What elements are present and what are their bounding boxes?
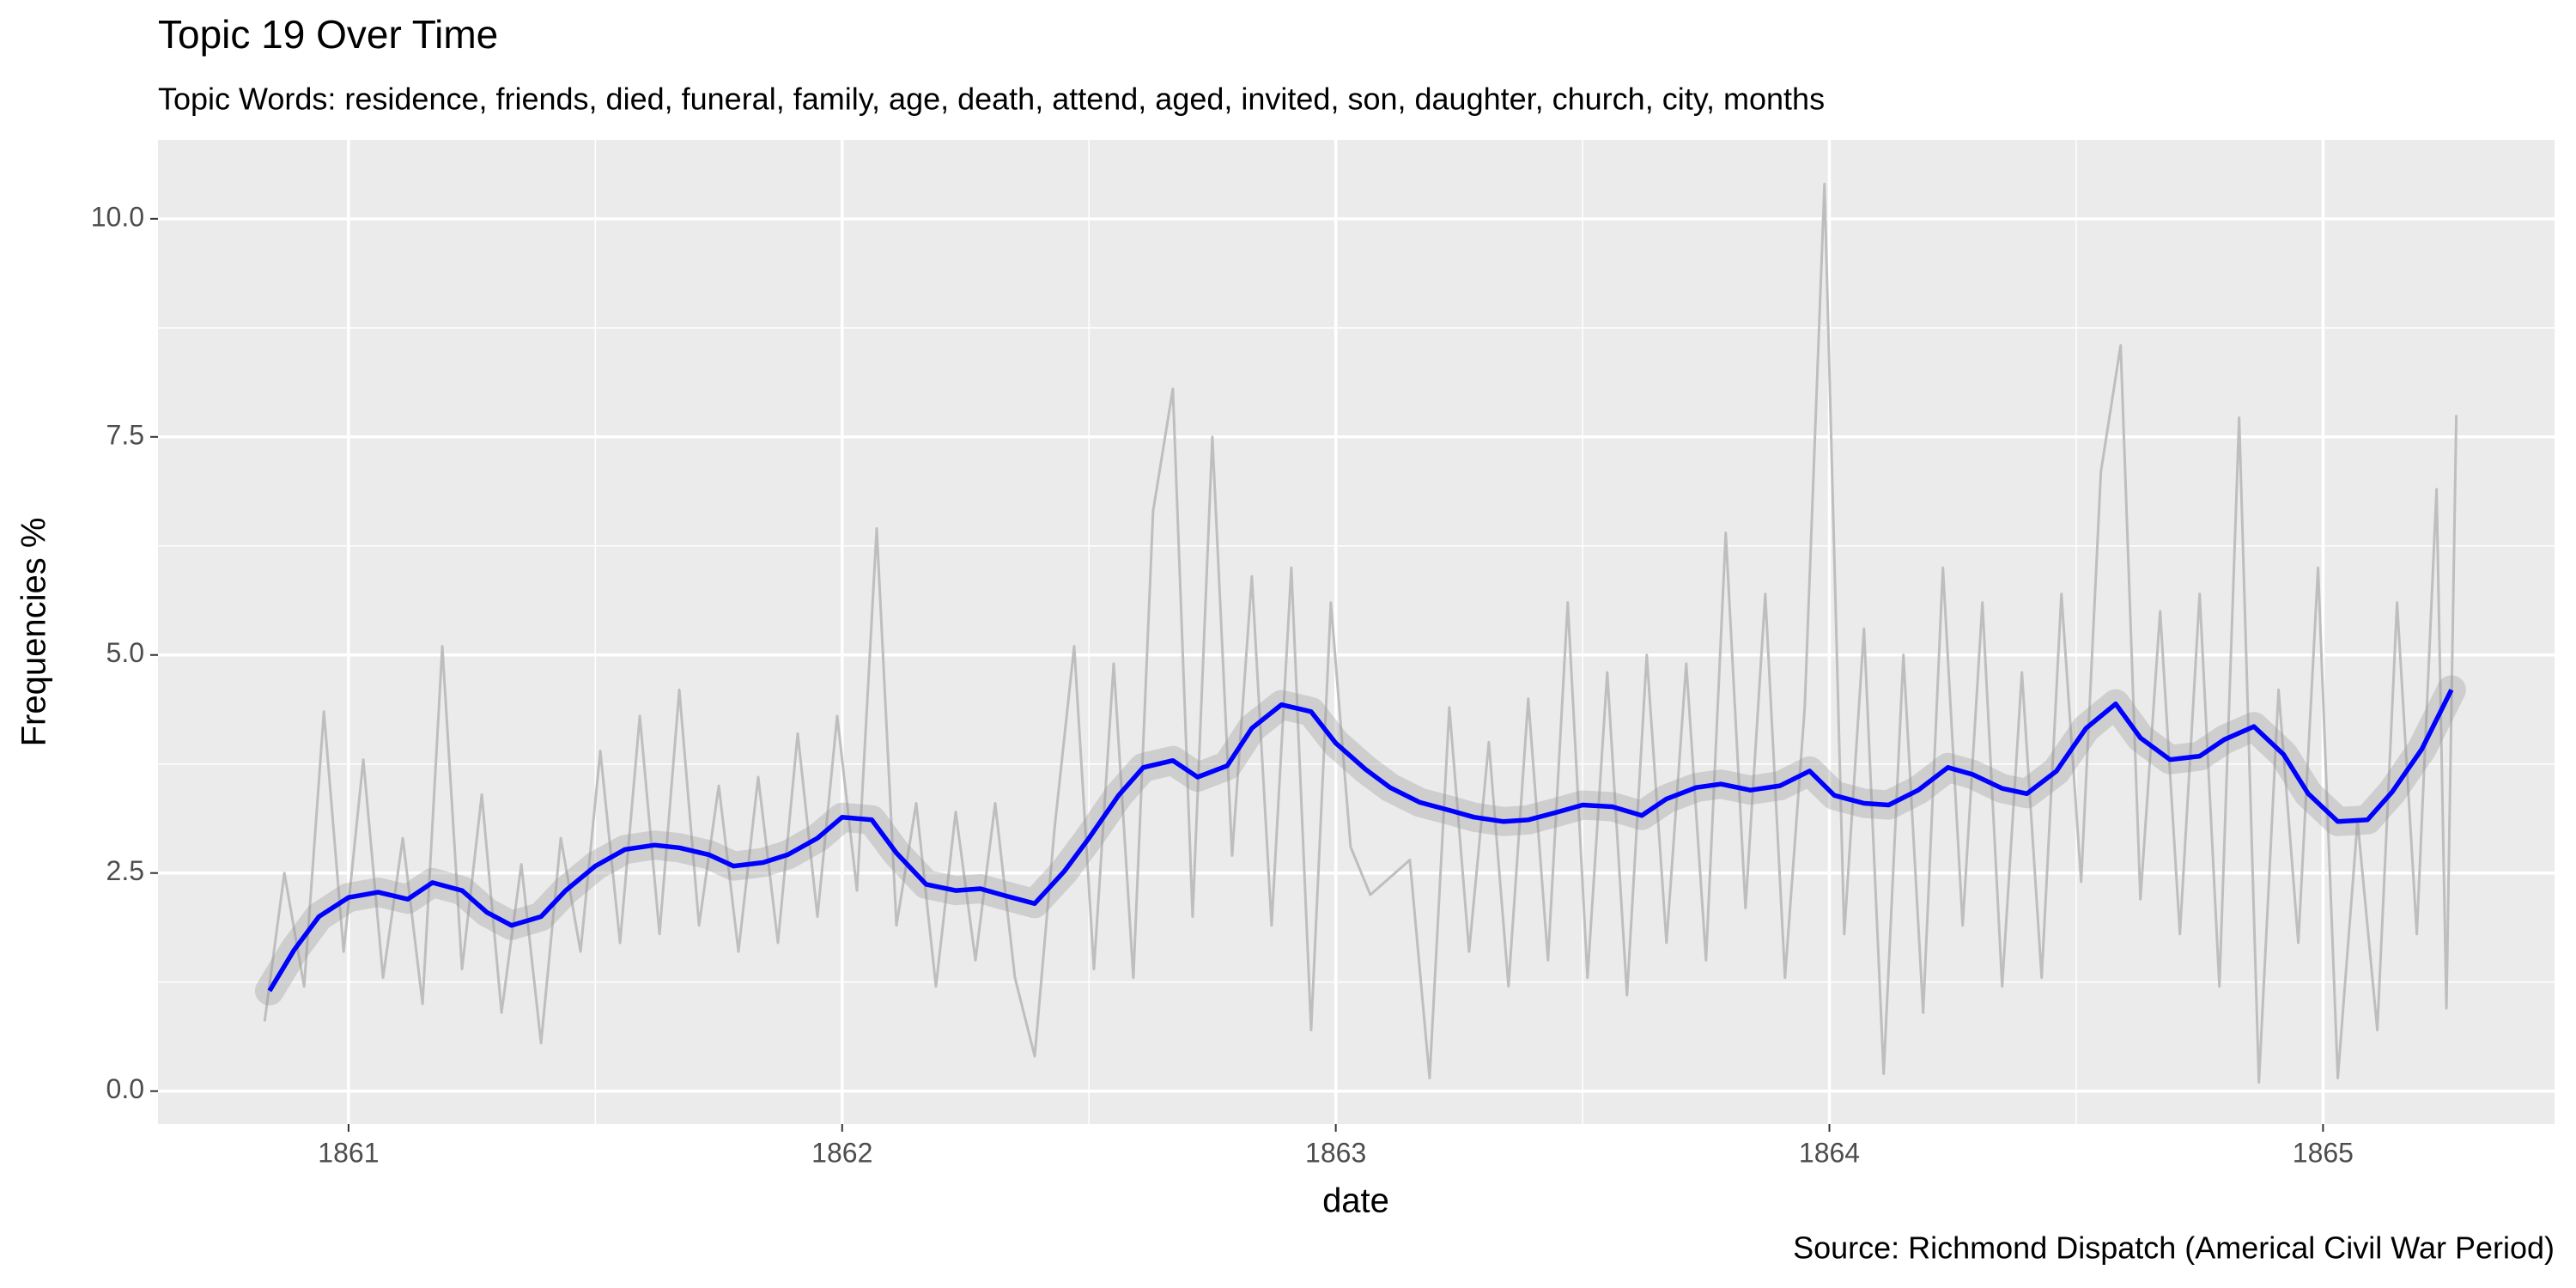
y-axis-label: Frequencies %: [15, 518, 53, 747]
y-tick-label: 7.5: [106, 419, 144, 450]
chart-subtitle: Topic Words: residence, friends, died, f…: [158, 82, 1825, 117]
axes: 0.0 2.5 5.0 7.5 10.0 1861 1862 1863 1864 1865: [91, 201, 2354, 1168]
y-tick-label: 2.5: [106, 855, 144, 886]
x-tick-label: 1862: [811, 1137, 872, 1168]
x-tick-label: 1864: [1799, 1137, 1860, 1168]
chart-title: Topic 19 Over Time: [158, 12, 498, 57]
caption: Source: Richmond Dispatch (Americal Civi…: [1793, 1230, 2555, 1266]
y-tick-label: 10.0: [91, 201, 144, 232]
x-tick-label: 1863: [1305, 1137, 1366, 1168]
y-tick-label: 0.0: [106, 1073, 144, 1104]
smooth-line: [267, 689, 2454, 993]
y-tick-label: 5.0: [106, 637, 144, 668]
x-tick-label: 1861: [318, 1137, 379, 1168]
plot-panel: [158, 140, 2555, 1124]
raw-line: [263, 182, 2458, 1084]
x-axis-label: date: [1322, 1182, 1389, 1220]
grid: [158, 140, 2555, 1124]
marks: [254, 182, 2466, 1084]
x-tick-label: 1865: [2293, 1137, 2354, 1168]
